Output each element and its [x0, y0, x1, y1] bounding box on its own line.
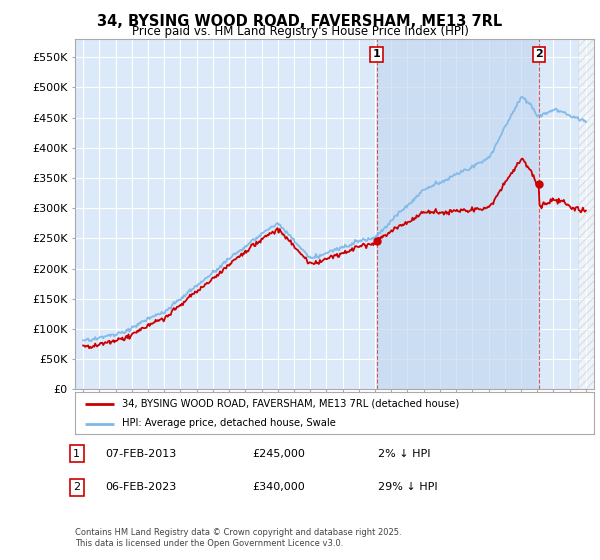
- Text: 1: 1: [73, 449, 80, 459]
- Text: Contains HM Land Registry data © Crown copyright and database right 2025.
This d: Contains HM Land Registry data © Crown c…: [75, 528, 401, 548]
- Text: 2: 2: [73, 482, 80, 492]
- Text: 34, BYSING WOOD ROAD, FAVERSHAM, ME13 7RL (detached house): 34, BYSING WOOD ROAD, FAVERSHAM, ME13 7R…: [122, 399, 459, 409]
- Text: 2% ↓ HPI: 2% ↓ HPI: [378, 449, 431, 459]
- Text: 1: 1: [373, 49, 380, 59]
- Text: 06-FEB-2023: 06-FEB-2023: [105, 482, 176, 492]
- Text: 29% ↓ HPI: 29% ↓ HPI: [378, 482, 437, 492]
- Text: £340,000: £340,000: [252, 482, 305, 492]
- Text: £245,000: £245,000: [252, 449, 305, 459]
- Text: 07-FEB-2013: 07-FEB-2013: [105, 449, 176, 459]
- Text: 2: 2: [535, 49, 543, 59]
- Bar: [578, 39, 594, 389]
- Text: HPI: Average price, detached house, Swale: HPI: Average price, detached house, Swal…: [122, 418, 335, 428]
- Text: Price paid vs. HM Land Registry's House Price Index (HPI): Price paid vs. HM Land Registry's House …: [131, 25, 469, 38]
- Text: 34, BYSING WOOD ROAD, FAVERSHAM, ME13 7RL: 34, BYSING WOOD ROAD, FAVERSHAM, ME13 7R…: [97, 14, 503, 29]
- Bar: [377, 39, 539, 389]
